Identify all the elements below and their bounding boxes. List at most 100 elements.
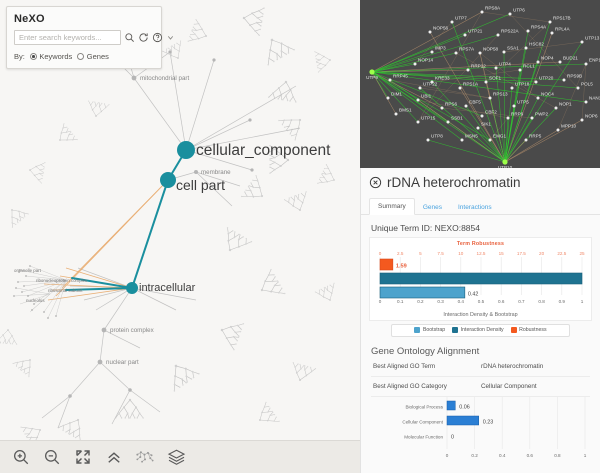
- bottom-axis-tick: 0.5: [478, 299, 485, 304]
- tree-label-ribonucleoprotein-complex: ribonucleoprotein complex: [36, 278, 88, 283]
- network-node-label: UTP13: [585, 36, 600, 41]
- go-axis-tick: 0.4: [499, 453, 506, 458]
- collapse-tree-button[interactable]: [104, 447, 124, 467]
- go-key-best-category: Best Aligned GO Category: [373, 382, 447, 390]
- network-node-label: RPS22A: [501, 29, 520, 34]
- radio-genes-label: Genes: [86, 52, 109, 61]
- refresh-icon[interactable]: [138, 31, 149, 44]
- network-node-label: EMG1: [493, 134, 506, 139]
- bottom-axis-tick: 0.1: [397, 299, 404, 304]
- network-node-label: SSB1: [451, 116, 463, 121]
- radio-genes[interactable]: Genes: [77, 52, 109, 61]
- detail-header: rDNA heterochromatin: [361, 168, 600, 194]
- network-node-label: PWP2: [535, 112, 548, 117]
- fit-to-screen-button[interactable]: [73, 447, 93, 467]
- tab-summary[interactable]: Summary: [369, 198, 415, 215]
- top-axis-tick: 0: [379, 251, 382, 256]
- top-axis-tick: 5: [419, 251, 422, 256]
- tree-toolbar: [0, 440, 360, 473]
- top-axis-tick: 2.5: [397, 251, 404, 256]
- search-input[interactable]: [14, 30, 121, 45]
- network-node-label: NOC4: [541, 92, 554, 97]
- network-node-label: SOF1: [489, 76, 501, 81]
- network-node-label: IMP3: [435, 46, 446, 51]
- network-node-label: MSN5: [465, 134, 478, 139]
- tab-genes[interactable]: Genes: [422, 204, 442, 211]
- radio-keywords[interactable]: Keywords: [29, 52, 72, 61]
- tree-label-cell-part: cell part: [176, 177, 225, 193]
- network-node-label: UTP9: [366, 75, 378, 80]
- network-node-label: SSA1: [507, 46, 519, 51]
- go-category-label: Biological Process: [405, 404, 443, 409]
- network-node-label: UTP6: [513, 8, 525, 13]
- network-node-label: UTP4: [499, 62, 511, 67]
- top-axis-tick: 17.5: [517, 251, 526, 256]
- legend-swatch-interaction-density: [452, 327, 459, 333]
- app-title: NeXO: [14, 13, 45, 25]
- zoom-out-button[interactable]: [42, 447, 62, 467]
- radio-genes-dot[interactable]: [77, 53, 85, 60]
- network-node-label: POL5: [581, 82, 593, 87]
- top-axis-tick: 12.5: [477, 251, 486, 256]
- network-node-label: RRP5: [529, 134, 542, 139]
- tab-interactions[interactable]: Interactions: [457, 204, 492, 211]
- gene-ontology-alignment-section: Gene Ontology Alignment Best Aligned GO …: [361, 346, 600, 468]
- biological-process-heading: Biological Process: [361, 468, 600, 473]
- go-row-best-term: Best Aligned GO Term rDNA heterochromati…: [371, 357, 590, 377]
- unique-term-id: Unique Term ID: NEXO:8854: [371, 222, 480, 233]
- go-value-best-category: Cellular Component: [481, 382, 537, 390]
- network-node-label: RRP12: [471, 64, 486, 69]
- zoom-in-button[interactable]: [11, 447, 31, 467]
- legend-label-interaction-density: Interaction Density: [460, 327, 504, 333]
- close-circle-icon[interactable]: [369, 176, 382, 189]
- go-axis-tick: 0.6: [527, 453, 534, 458]
- network-node-label: KRE33: [435, 76, 450, 81]
- go-axis-tick: 0.8: [554, 453, 561, 458]
- go-category-label: Molecular Function: [404, 434, 443, 439]
- top-axis-tick: 22.5: [557, 251, 566, 256]
- robustness-bar-chart: 0 2.5 5 7.5 10 12.5 15 17.5 20 22.5 25 1.59 0.42 0 0.1…: [379, 251, 585, 304]
- gene-network-canvas[interactable]: UTP9 UTP10 RPS8A UTP6 UTP7 RPS17B NOP56 UTP21 RP…: [360, 0, 600, 169]
- chart-title-term-robustness: Term Robustness: [456, 240, 505, 247]
- tree-label-intracellular: intracellular: [139, 282, 196, 294]
- search-by-label: By:: [14, 52, 25, 61]
- legend-swatch-bootstrap: [414, 327, 421, 333]
- network-node-label: UTP10: [498, 165, 513, 168]
- legend-item-robustness: Robustness: [510, 327, 547, 333]
- tree-label-mitochondrial-part: mitochondrial part: [140, 75, 189, 82]
- top-axis-tick: 20: [539, 251, 545, 256]
- node-intracellular: [126, 282, 138, 294]
- network-node-label: RCL1: [523, 64, 535, 69]
- bottom-axis-tick: 0: [379, 299, 382, 304]
- bottom-axis-tick: 0.9: [559, 299, 566, 304]
- legend-label-bootstrap: Bootstrap: [422, 327, 446, 333]
- network-node-label: DIM1: [391, 92, 402, 97]
- go-value-best-term: rDNA heterochromatin: [481, 362, 544, 370]
- radio-keywords-dot[interactable]: [29, 53, 37, 60]
- bottom-axis-tick: 0.4: [458, 299, 465, 304]
- network-node-label: RPS1A: [463, 82, 479, 87]
- tree-label-membrane: membrane: [201, 169, 231, 176]
- bottom-axis-tick: 0.6: [498, 299, 505, 304]
- go-alignment-heading: Gene Ontology Alignment: [371, 345, 480, 357]
- help-icon[interactable]: [152, 31, 163, 44]
- bottom-axis-tick: 0.3: [437, 299, 444, 304]
- search-filter-row: By: Keywords Genes: [14, 52, 154, 61]
- search-panel: NeXO: [6, 6, 174, 69]
- go-value-label: 0.06: [459, 404, 470, 410]
- network-node-label: BMS1: [399, 108, 412, 113]
- network-icon[interactable]: [135, 447, 155, 467]
- network-node-label: NOP6: [585, 114, 598, 119]
- search-icon[interactable]: [124, 31, 135, 44]
- gene-network-panel[interactable]: UTP9 UTP10 RPS8A UTP6 UTP7 RPS17B NOP56 UTP21 RP…: [360, 0, 600, 168]
- layers-button[interactable]: [166, 447, 186, 467]
- ontology-tree-panel[interactable]: cellular_component cell part intracellul…: [0, 0, 360, 473]
- go-key-best-term: Best Aligned GO Term: [373, 362, 436, 370]
- go-row-best-category: Best Aligned GO Category Cellular Compon…: [371, 377, 590, 397]
- network-node-label: MPP10: [561, 124, 577, 129]
- network-node-label: UTP5: [517, 100, 529, 105]
- chevron-down-icon[interactable]: [166, 31, 175, 44]
- go-alignment-bar-chart: 0 0.2 0.4 0.6 0.8 1 Biological Process 0.06 Cell…: [402, 396, 587, 458]
- ontology-tree-canvas[interactable]: cellular_component cell part intracellul…: [0, 0, 360, 473]
